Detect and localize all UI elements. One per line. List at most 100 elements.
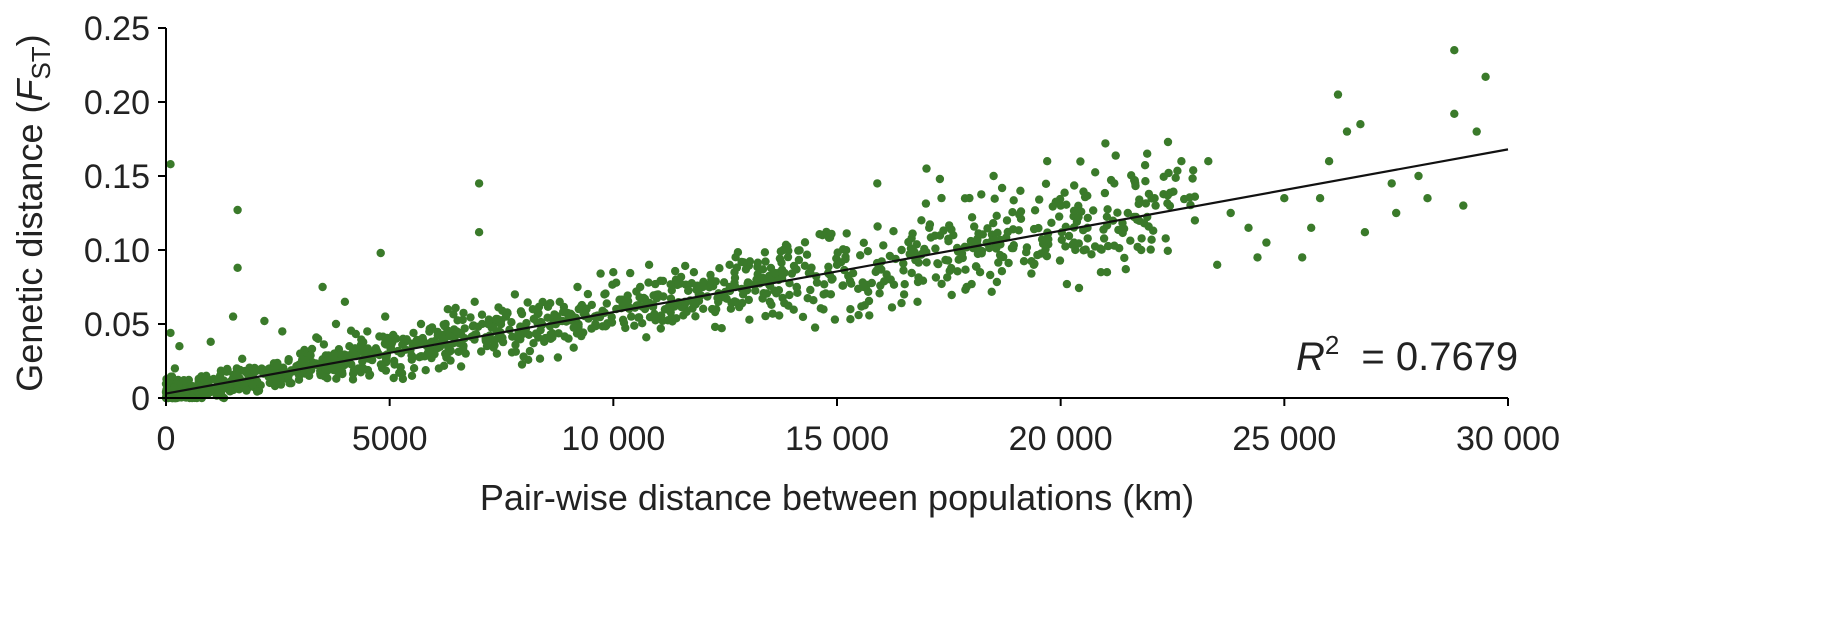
data-point (847, 279, 856, 288)
data-point (785, 290, 794, 300)
data-point (478, 319, 487, 329)
data-point (434, 364, 444, 373)
data-point (170, 383, 179, 393)
data-point (939, 226, 948, 235)
data-point (519, 352, 528, 361)
data-point (958, 253, 967, 263)
data-point (886, 275, 895, 284)
data-point (961, 265, 970, 274)
data-point (973, 236, 982, 245)
data-point (865, 311, 874, 320)
data-point (1177, 157, 1186, 166)
data-point (507, 318, 516, 327)
data-point (273, 361, 282, 370)
data-point (1096, 244, 1105, 253)
data-point (710, 322, 720, 332)
data-point (732, 263, 742, 272)
data-point (1043, 157, 1052, 166)
data-point (1137, 234, 1146, 243)
data-point (508, 332, 517, 341)
data-point (937, 279, 946, 289)
data-point (770, 268, 780, 278)
data-point (538, 297, 547, 307)
data-point (1140, 161, 1150, 170)
data-point (1150, 194, 1159, 203)
data-point (792, 282, 801, 292)
data-point (331, 319, 341, 329)
data-point (744, 295, 753, 305)
data-point (529, 339, 538, 348)
data-point (1307, 223, 1316, 232)
data-point (602, 299, 611, 308)
data-point (965, 193, 974, 203)
data-point (316, 370, 325, 380)
data-point (477, 310, 487, 319)
data-point (376, 360, 386, 369)
data-point (974, 229, 983, 238)
data-point (252, 387, 262, 396)
data-point (1021, 248, 1031, 257)
data-point (546, 334, 555, 343)
data-point (1027, 269, 1036, 278)
data-point (859, 238, 868, 247)
data-point (179, 376, 189, 385)
data-point (389, 356, 399, 366)
r-squared-value: = 0.7679 (1361, 335, 1518, 379)
data-point (492, 314, 501, 324)
y-axis-title-close: ) (9, 34, 50, 46)
data-point (992, 277, 1002, 287)
data-point (233, 205, 242, 215)
data-point (698, 282, 707, 292)
data-point (644, 260, 654, 269)
y-tick-label: 0.10 (84, 232, 150, 270)
data-point (1041, 179, 1051, 188)
data-point (897, 245, 906, 255)
data-point (284, 356, 293, 366)
data-point (966, 236, 976, 246)
data-point (1253, 253, 1262, 262)
data-point (1163, 199, 1172, 208)
data-point (900, 280, 909, 289)
data-point (875, 289, 884, 298)
data-point (634, 313, 643, 322)
data-point (1035, 195, 1044, 204)
data-point (175, 342, 184, 351)
data-point (573, 282, 582, 292)
data-point (259, 367, 268, 377)
data-point (1083, 213, 1093, 223)
x-tick-label: 5000 (352, 420, 428, 458)
data-point (531, 329, 541, 338)
data-point (332, 374, 341, 383)
data-point (745, 315, 754, 324)
data-point (1099, 225, 1108, 234)
data-point (492, 334, 502, 343)
data-point (618, 315, 628, 324)
data-point (1019, 257, 1029, 266)
data-point (943, 273, 952, 282)
data-point (761, 257, 770, 266)
data-point (1060, 188, 1069, 197)
data-point (528, 305, 537, 314)
data-point (1002, 216, 1012, 225)
data-point (1079, 246, 1088, 255)
data-point (1074, 283, 1084, 293)
data-point (1161, 234, 1170, 243)
data-point (672, 314, 681, 323)
x-tick-label: 0 (157, 420, 176, 458)
data-point (618, 297, 627, 306)
data-point (381, 312, 390, 321)
data-point (170, 364, 180, 373)
data-point (381, 366, 391, 375)
data-point (770, 286, 779, 295)
data-point (989, 219, 998, 228)
regression-line (165, 148, 1509, 395)
data-point (449, 310, 458, 319)
r-squared-r: R (1296, 335, 1325, 379)
data-point (908, 229, 917, 238)
data-point (1280, 194, 1289, 203)
data-point (1387, 179, 1396, 188)
data-point (1055, 212, 1064, 221)
data-point (486, 335, 495, 344)
x-tick-label: 25 000 (1232, 420, 1336, 458)
data-point (653, 290, 663, 299)
